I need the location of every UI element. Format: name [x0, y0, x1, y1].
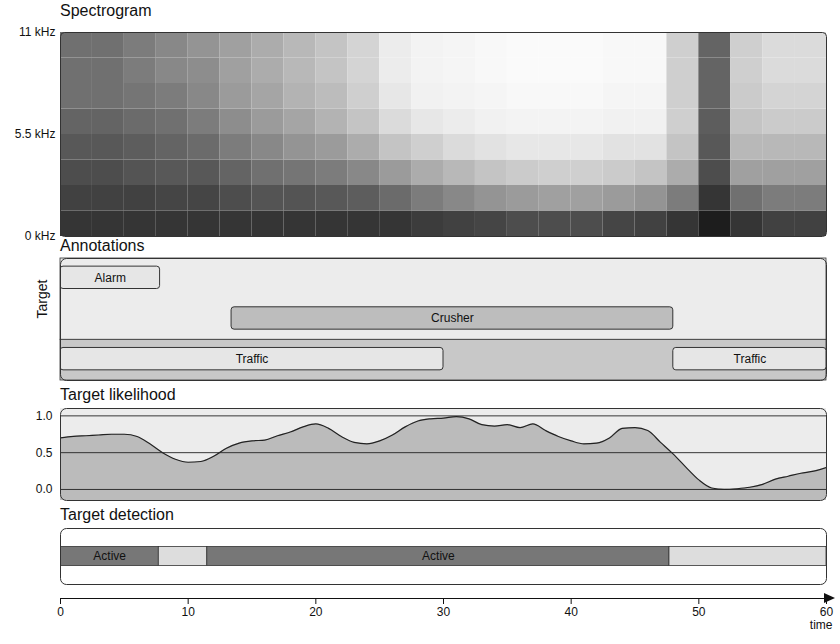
svg-text:5.5 kHz: 5.5 kHz	[15, 127, 56, 141]
html-text:Target detection: Target detection	[60, 506, 174, 523]
svg-text:time: time	[810, 618, 833, 632]
svg-text:Crusher: Crusher	[431, 311, 474, 325]
svg-text:20: 20	[309, 605, 323, 619]
html-text:Target: Target	[34, 279, 50, 319]
svg-text:1.0: 1.0	[36, 409, 53, 423]
svg-text:40: 40	[564, 605, 578, 619]
svg-text:Alarm: Alarm	[95, 271, 126, 285]
svg-text:0.0: 0.0	[36, 482, 53, 496]
html-text:Spectrogram: Spectrogram	[60, 2, 152, 19]
svg-text:10: 10	[181, 605, 195, 619]
svg-text:Active: Active	[93, 549, 126, 563]
svg-text:0 kHz: 0 kHz	[25, 229, 56, 243]
svg-text:Active: Active	[422, 549, 455, 563]
svg-text:30: 30	[437, 605, 451, 619]
svg-text:11 kHz: 11 kHz	[19, 25, 55, 39]
svg-text:60: 60	[819, 605, 834, 619]
svg-text:Traffic: Traffic	[236, 352, 269, 366]
svg-text:Traffic: Traffic	[734, 352, 767, 366]
svg-text:0.5: 0.5	[36, 446, 53, 460]
svg-text:0: 0	[57, 605, 64, 619]
html-text:Target likelihood: Target likelihood	[60, 386, 176, 403]
svg-text:50: 50	[692, 605, 706, 619]
html-text:Annotations: Annotations	[60, 237, 145, 254]
